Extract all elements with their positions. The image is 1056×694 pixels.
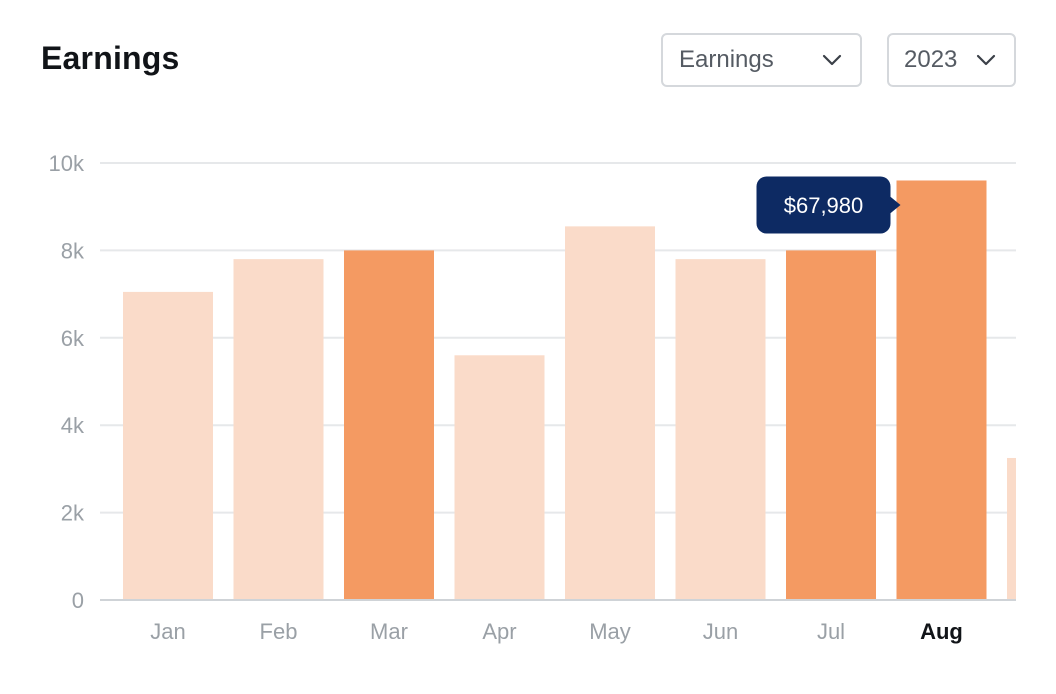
y-tick-label: 6k: [61, 326, 85, 351]
bar-jan[interactable]: [123, 291, 213, 600]
year-select[interactable]: 2023: [887, 33, 1016, 87]
chevron-down-icon: [822, 50, 842, 70]
y-tick-label: 4k: [61, 413, 85, 438]
year-select-value: 2023: [904, 46, 958, 73]
x-tick-label: Jun: [703, 619, 738, 644]
bar-mar[interactable]: [344, 250, 434, 600]
bar-may[interactable]: [565, 226, 655, 601]
tooltip-value: $67,980: [784, 193, 864, 218]
x-tick-label: Apr: [482, 619, 516, 644]
y-tick-label: 8k: [61, 238, 85, 263]
x-tick-label: Mar: [370, 619, 408, 644]
x-tick-label: Jul: [817, 619, 845, 644]
metric-select-value: Earnings: [679, 46, 774, 73]
x-tick-label: May: [589, 619, 631, 644]
x-tick-label: Aug: [920, 619, 963, 644]
y-tick-label: 2k: [61, 501, 85, 526]
x-tick-label: Jan: [150, 619, 185, 644]
y-tick-label: 0: [72, 588, 84, 613]
value-tooltip: $67,980: [756, 176, 901, 234]
bar-apr[interactable]: [454, 355, 545, 600]
bar-jul[interactable]: [786, 250, 876, 600]
y-tick-label: 10k: [49, 151, 85, 176]
bar-partial[interactable]: [1007, 457, 1056, 600]
chevron-down-icon: [976, 50, 996, 70]
bar-jun[interactable]: [675, 259, 766, 600]
tooltip-box: [756, 176, 891, 234]
x-tick-label: Feb: [260, 619, 298, 644]
bar-aug[interactable]: [896, 180, 987, 601]
metric-select[interactable]: Earnings: [661, 33, 862, 87]
bar-feb[interactable]: [233, 259, 324, 600]
tooltip-pointer: [889, 195, 901, 214]
chart-title: Earnings: [41, 40, 180, 76]
